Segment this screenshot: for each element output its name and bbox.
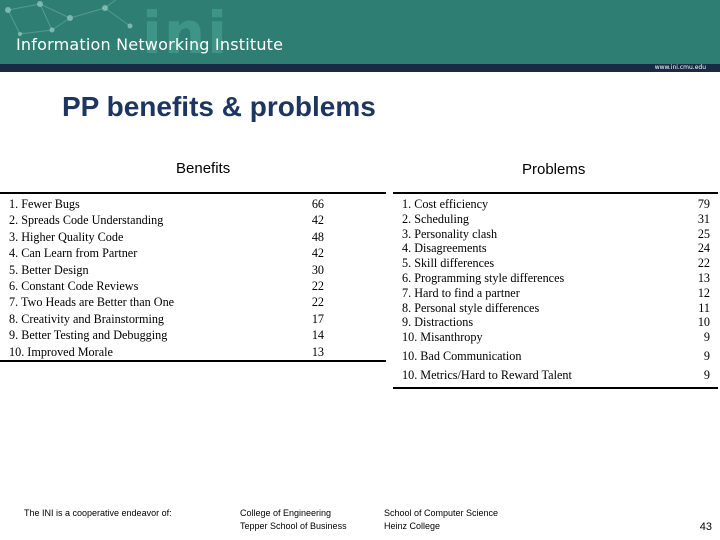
row-label: 9. Distractions <box>402 315 474 330</box>
table-row: 5. Better Design 30 <box>0 262 386 278</box>
table-row: 6. Programming style differences 13 <box>393 270 718 286</box>
row-label: 1. Fewer Bugs <box>9 197 80 211</box>
header-url: www.ini.cmu.edu <box>654 64 706 71</box>
row-label: 4. Can Learn from Partner <box>9 246 138 261</box>
row-value: 31 <box>697 211 710 226</box>
row-label: 2. Spreads Code Understanding <box>9 213 164 228</box>
slide-title: PP benefits & problems <box>62 91 376 122</box>
row-label: 3. Higher Quality Code <box>9 229 124 244</box>
row-label: 1. Cost efficiency <box>402 197 489 211</box>
table-row: 3. Personality clash 25 <box>393 226 718 242</box>
row-label: 10. Improved Morale <box>9 344 113 359</box>
row-label: 8. Personal style differences <box>402 300 540 315</box>
table-row: 3. Higher Quality Code 48 <box>0 229 386 245</box>
benefits-table: 1. Fewer Bugs 66 2. Spreads Code Understan… <box>0 192 386 364</box>
row-value: 48 <box>311 229 324 244</box>
table-row: 8. Personal style differences 11 <box>393 300 718 316</box>
row-label: 10. Bad Communication <box>402 349 522 364</box>
row-label: 4. Disagreements <box>402 241 487 256</box>
table-row: 4. Disagreements 24 <box>393 240 718 256</box>
table-row: 5. Skill differences 22 <box>393 255 718 271</box>
table-row: 10. Bad Communication 9 <box>393 348 718 364</box>
row-value: 25 <box>697 226 710 241</box>
row-label: 7. Hard to find a partner <box>402 285 520 300</box>
table-bottom-rule <box>393 387 718 389</box>
table-row: 7. Two Heads are Better than One 22 <box>0 294 386 310</box>
row-label: 5. Skill differences <box>402 256 495 271</box>
network-graphic-icon <box>5 0 133 36</box>
row-label: 10. Metrics/Hard to Reward Talent <box>402 368 572 383</box>
table-row: 1. Cost efficiency 79 <box>393 196 718 212</box>
row-label: 10. Misanthropy <box>402 330 483 345</box>
footer-tepper: Tepper School of Business <box>240 521 347 531</box>
row-value: 22 <box>311 279 324 293</box>
table-row: 9. Better Testing and Debugging 14 <box>0 327 386 343</box>
row-label: 6. Constant Code Reviews <box>9 279 139 293</box>
row-value: 9 <box>703 368 710 383</box>
page-number: 43 <box>699 521 712 533</box>
row-value: 22 <box>697 256 710 271</box>
row-value: 30 <box>311 262 324 277</box>
row-label: 8. Creativity and Brainstorming <box>9 311 165 326</box>
table-bottom-rule <box>0 360 386 362</box>
footer-scs: School of Computer Science <box>384 508 499 518</box>
row-value: 79 <box>697 197 710 211</box>
table-row: 2. Scheduling 31 <box>393 211 718 227</box>
table-row: 6. Constant Code Reviews 22 <box>0 278 386 294</box>
table-row: 4. Can Learn from Partner 42 <box>0 245 386 261</box>
row-value: 13 <box>311 344 324 359</box>
row-label: 7. Two Heads are Better than One <box>9 295 175 310</box>
footer-college-engineering: College of Engineering <box>240 508 332 518</box>
row-label: 9. Better Testing and Debugging <box>9 328 168 343</box>
row-value: 24 <box>697 241 710 256</box>
table-row: 2. Spreads Code Understanding 42 <box>0 212 386 228</box>
row-label: 2. Scheduling <box>402 211 470 226</box>
table-row: 9. Distractions 10 <box>393 314 718 330</box>
table-row: 1. Fewer Bugs 66 <box>0 196 386 212</box>
header-banner: ini Information Networking Institute <box>0 0 720 64</box>
ini-wordmark: ini <box>142 0 230 64</box>
institute-name: Information Networking Institute <box>16 35 284 54</box>
row-value: 10 <box>697 315 710 330</box>
table-row: 10. Metrics/Hard to Reward Talent 9 <box>393 367 718 383</box>
row-value: 14 <box>311 328 324 343</box>
row-value: 11 <box>698 300 710 315</box>
row-value: 42 <box>311 213 324 228</box>
row-value: 12 <box>697 285 710 300</box>
row-value: 17 <box>311 311 324 326</box>
problems-table: 1. Cost efficiency 79 2. Scheduling 31 3. Pe… <box>393 192 718 392</box>
table-row: 10. Improved Morale 13 <box>0 344 386 360</box>
row-label: 3. Personality clash <box>402 226 498 241</box>
row-value: 42 <box>311 246 324 261</box>
table-row: 10. Misanthropy 9 <box>393 329 718 345</box>
row-value: 22 <box>311 295 324 310</box>
table-top-rule <box>0 192 386 194</box>
footer-heinz: Heinz College <box>384 521 441 531</box>
row-label: 6. Programming style differences <box>402 271 565 285</box>
problems-heading: Problems <box>522 161 586 178</box>
table-top-rule <box>393 192 718 194</box>
benefits-heading: Benefits <box>176 160 231 177</box>
table-row: 8. Creativity and Brainstorming 17 <box>0 311 386 327</box>
row-value: 66 <box>311 197 324 211</box>
table-row: 7. Hard to find a partner 12 <box>393 285 718 301</box>
footer-cooperative: The INI is a cooperative endeavor of: <box>24 508 172 518</box>
row-value: 13 <box>697 271 710 285</box>
row-value: 9 <box>703 330 710 345</box>
header-bar <box>0 64 720 72</box>
row-label: 5. Better Design <box>9 262 89 277</box>
row-value: 9 <box>703 349 710 364</box>
